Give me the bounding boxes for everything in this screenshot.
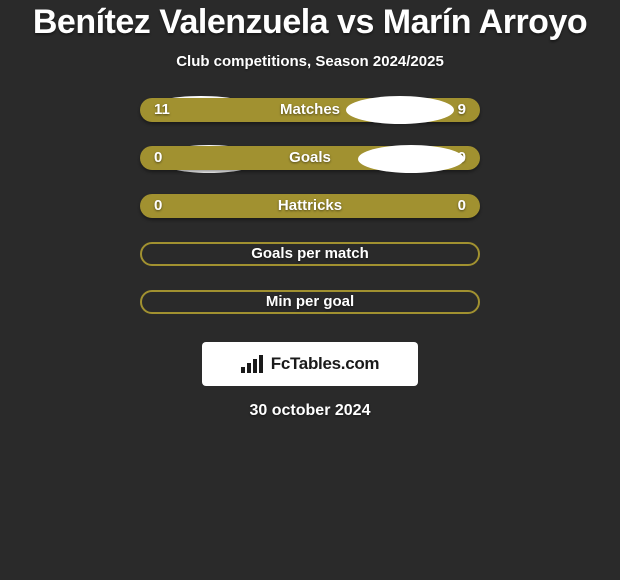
stat-value-left: 11 <box>154 101 174 118</box>
stat-label: Goals per match <box>251 245 369 262</box>
date-label: 30 october 2024 <box>250 402 371 420</box>
stat-row: 11Matches9 <box>140 98 480 122</box>
stat-row: 0Goals0 <box>140 146 480 170</box>
comparison-card: Benítez Valenzuela vs Marín Arroyo Club … <box>0 0 620 420</box>
watermark-icon-bar <box>247 363 251 373</box>
stat-row: 0 Hattricks 0 <box>140 194 480 218</box>
watermark-icon <box>241 355 265 373</box>
stat-bar: Goals per match <box>140 242 480 266</box>
subtitle: Club competitions, Season 2024/2025 <box>176 53 444 70</box>
stat-row: Min per goal <box>140 290 480 314</box>
stat-value-left: 0 <box>154 149 174 166</box>
stat-label: Goals <box>289 149 331 166</box>
player-marker-right <box>358 145 464 173</box>
watermark-badge: FcTables.com <box>202 342 418 386</box>
stat-value-right: 0 <box>446 197 466 214</box>
watermark-icon-bar <box>253 359 257 373</box>
watermark-icon-bar <box>259 355 263 373</box>
watermark-icon-bar <box>241 367 245 373</box>
stat-row: Goals per match <box>140 242 480 266</box>
watermark-text: FcTables.com <box>271 354 380 374</box>
player-marker-right <box>346 96 454 124</box>
stat-label: Min per goal <box>266 293 354 310</box>
page-title: Benítez Valenzuela vs Marín Arroyo <box>33 2 587 43</box>
stat-value-left: 0 <box>154 197 174 214</box>
stat-label: Matches <box>280 101 340 118</box>
stat-label: Hattricks <box>278 197 342 214</box>
stats-list: 11Matches90Goals00Hattricks0Goals per ma… <box>140 98 480 338</box>
stat-bar: Min per goal <box>140 290 480 314</box>
stat-bar: 0 Hattricks 0 <box>140 194 480 218</box>
